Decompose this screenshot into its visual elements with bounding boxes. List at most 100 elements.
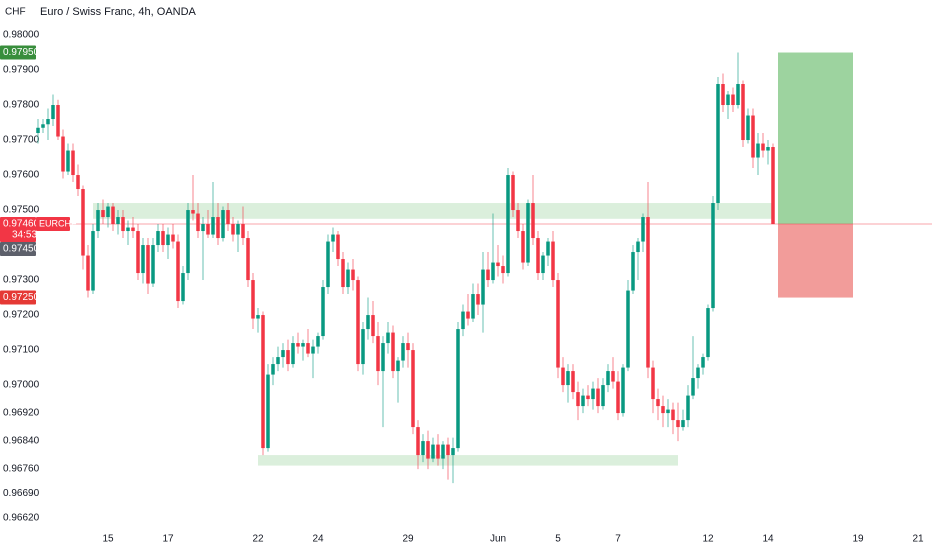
candle-body (116, 217, 120, 225)
candle-body (476, 294, 480, 305)
candle-body (81, 189, 85, 256)
candle-body (291, 343, 295, 365)
candle-body (616, 381, 620, 414)
candle-body (701, 357, 705, 368)
y-tick-label: 0.97000 (3, 380, 40, 391)
candle-body (516, 210, 520, 232)
y-tick-label: 0.97600 (3, 170, 40, 181)
candle-body (636, 241, 640, 253)
candle-body (736, 84, 740, 106)
chart-title: Euro / Swiss Franc, 4h, OANDA (40, 6, 197, 18)
candle-body (696, 367, 700, 379)
candle-body (41, 124, 45, 128)
candle-body (351, 269, 355, 281)
candle-body (401, 343, 405, 361)
candle-body (236, 224, 240, 235)
candle-body (171, 234, 175, 242)
candle-body (146, 245, 150, 284)
candle-body (731, 94, 735, 106)
candle-body (341, 259, 345, 288)
crosshair-badge (0, 242, 36, 257)
candle-body (371, 315, 375, 337)
candle-body (66, 150, 70, 172)
candle-body (276, 357, 280, 365)
candle-body (666, 409, 670, 414)
x-tick-label: 17 (162, 534, 174, 545)
candle-body (436, 444, 440, 459)
stop-area (778, 224, 853, 298)
candle-body (456, 329, 460, 449)
y-tick-label: 0.97100 (3, 345, 40, 356)
candle-body (421, 441, 425, 456)
candle-body (226, 210, 230, 225)
candle-body (511, 175, 515, 211)
candle-body (721, 84, 725, 106)
candle-body (241, 224, 245, 239)
candle-body (726, 94, 730, 106)
candle-body (691, 378, 695, 396)
candle-body (381, 343, 385, 372)
crosshair-label: 0.97450 (3, 244, 40, 255)
candle-body (386, 332, 390, 344)
y-tick-label: 0.98000 (3, 30, 40, 41)
candle-body (521, 231, 525, 263)
candle-body (711, 203, 715, 309)
candle-body (91, 231, 95, 291)
candle-body (501, 266, 505, 274)
currency-label: CHF (5, 7, 26, 18)
y-tick-label: 0.96760 (3, 464, 40, 475)
target-badge (0, 45, 36, 60)
x-tick-label: 12 (702, 534, 714, 545)
candle-body (196, 213, 200, 232)
candle-body (391, 332, 395, 372)
stop-badge (0, 290, 36, 305)
candle-body (656, 399, 660, 407)
candle-body (111, 206, 115, 225)
candle-body (611, 371, 615, 382)
x-tick-label: 21 (912, 534, 924, 545)
candle-body (301, 343, 305, 347)
candle-body (671, 409, 675, 421)
candle-body (61, 136, 65, 172)
candle-body (206, 224, 210, 235)
candle-body (431, 444, 435, 459)
candle-body (176, 241, 180, 302)
candle-body (581, 395, 585, 407)
candle-body (646, 217, 650, 368)
candle-body (271, 364, 275, 375)
candle-body (771, 147, 775, 225)
candle-body (376, 336, 380, 372)
candle-body (551, 241, 555, 281)
candle-body (101, 210, 105, 218)
candle-body (316, 336, 320, 347)
candle-body (336, 234, 340, 260)
candle-body (266, 374, 270, 449)
candle-body (606, 371, 610, 386)
candle-body (716, 84, 720, 204)
candle-body (651, 367, 655, 400)
candle-body (561, 367, 565, 386)
candle-body (761, 143, 765, 151)
candle-body (166, 234, 170, 246)
symbol-label: EURCHF (39, 218, 77, 228)
candle-body (366, 315, 370, 330)
candle-body (741, 84, 745, 141)
target-area (778, 52, 853, 225)
candle-body (126, 227, 130, 232)
candle-body (311, 346, 315, 354)
candle-body (156, 231, 160, 246)
candle-body (451, 448, 455, 456)
y-tick-label: 0.97800 (3, 100, 40, 111)
x-tick-label: 19 (852, 534, 864, 545)
candle-body (71, 150, 75, 176)
candle-body (131, 227, 135, 232)
candle-body (106, 206, 110, 218)
background-layer (93, 52, 853, 466)
candle-body (136, 231, 140, 274)
candle-body (631, 252, 635, 291)
candle-body (426, 441, 430, 459)
target-badge-label: 0.97950 (3, 47, 40, 58)
candle-body (331, 234, 335, 242)
candle-body (486, 269, 490, 281)
